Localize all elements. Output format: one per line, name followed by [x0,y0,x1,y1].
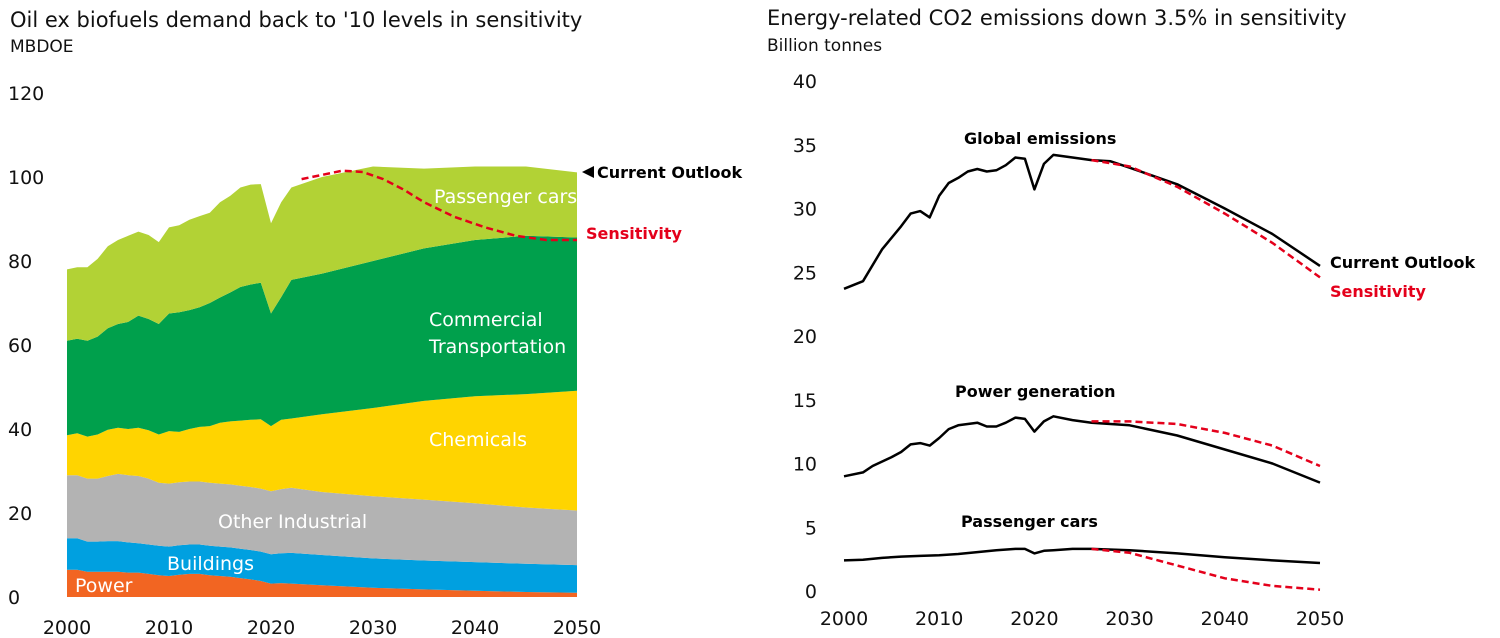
oil-y-tick-40: 40 [8,419,32,441]
co2-x-tick-2030: 2030 [1105,608,1153,630]
oil-x-tick-2050: 2050 [553,617,601,638]
line-sensitivity-global-emissions [1091,158,1321,279]
area-label-chemicals: Chemicals [429,429,527,451]
oil-current-outlook-label: Current Outlook [597,163,742,182]
co2-x-tick-2020: 2020 [1010,608,1058,630]
oil-sensitivity-line [301,169,577,242]
oil-x-tick-2010: 2010 [145,617,193,638]
area-label-passenger-cars: Passenger cars [434,186,577,208]
co2-x-tick-2000: 2000 [820,608,868,630]
line-current-global-emissions [843,153,1321,290]
area-other-industrial [67,473,577,566]
co2-y-tick-35: 35 [793,135,817,157]
oil-y-tick-60: 60 [8,335,32,357]
oil-y-tick-20: 20 [8,503,32,525]
co2-y-tick-40: 40 [793,71,817,93]
co2-y-tick-5: 5 [805,517,817,539]
area-label-commercial-transportation-1: Transportation [428,336,566,358]
co2-chart-title: Energy-related CO2 emissions down 3.5% i… [767,6,1347,30]
oil-sensitivity-label: Sensitivity [586,224,682,243]
oil-demand-chart: Oil ex biofuels demand back to '10 level… [8,8,742,638]
line-current-passenger-cars [843,547,1321,565]
area-label-power: Power [75,575,133,597]
oil-y-tick-120: 120 [8,83,44,105]
co2-emissions-chart: Energy-related CO2 emissions down 3.5% i… [767,6,1475,630]
oil-x-tick-2040: 2040 [451,617,499,638]
oil-area-labels: Power Buildings Other Industrial Chemicals C… [75,186,577,597]
passenger-cars-label: Passenger cars [961,512,1098,531]
oil-y-ticks: 0 20 40 60 80 100 120 [8,83,44,609]
area-label-other-industrial: Other Industrial [218,511,367,533]
area-buildings [67,538,577,593]
co2-x-tick-2050: 2050 [1296,608,1344,630]
co2-y-ticks: 0 5 10 15 20 25 30 35 40 [793,71,817,603]
co2-y-tick-20: 20 [793,326,817,348]
oil-chart-unit: MBDOE [10,37,74,57]
area-commercial-transportation [67,235,577,437]
co2-y-tick-25: 25 [793,262,817,284]
oil-stacked-areas [67,166,577,597]
co2-y-tick-10: 10 [793,454,817,476]
area-chemicals [67,390,577,511]
co2-x-ticks: 2000 2010 2020 2030 2040 2050 [820,608,1344,630]
oil-x-tick-2020: 2020 [247,617,295,638]
line-current-power-generation [843,415,1321,484]
oil-y-tick-100: 100 [8,167,44,189]
oil-x-ticks: 2000 2010 2020 2030 2040 2050 [43,617,601,638]
co2-y-tick-0: 0 [805,581,817,603]
line-sensitivity-power-generation [1091,420,1321,468]
co2-current-outlook-label: Current Outlook [1330,253,1475,272]
area-label-buildings: Buildings [167,553,254,575]
co2-x-tick-2040: 2040 [1201,608,1249,630]
oil-y-tick-0: 0 [8,587,20,609]
oil-x-tick-2000: 2000 [43,617,91,638]
area-passenger-cars [67,166,577,341]
co2-x-tick-2010: 2010 [915,608,963,630]
co2-chart-unit: Billion tonnes [767,36,882,56]
line-sensitivity-passenger-cars [1091,547,1321,591]
co2-series-lines [843,153,1321,591]
co2-y-tick-15: 15 [793,390,817,412]
oil-y-tick-80: 80 [8,251,32,273]
oil-chart-title: Oil ex biofuels demand back to '10 level… [10,8,582,32]
power-generation-label: Power generation [955,382,1116,401]
area-power [67,569,577,597]
global-emissions-label: Global emissions [964,129,1116,148]
oil-x-tick-2030: 2030 [349,617,397,638]
current-outlook-arrow-icon [582,166,594,178]
area-label-commercial-transportation-0: Commercial [429,309,543,331]
co2-y-tick-30: 30 [793,199,817,221]
co2-sensitivity-label: Sensitivity [1330,282,1426,301]
